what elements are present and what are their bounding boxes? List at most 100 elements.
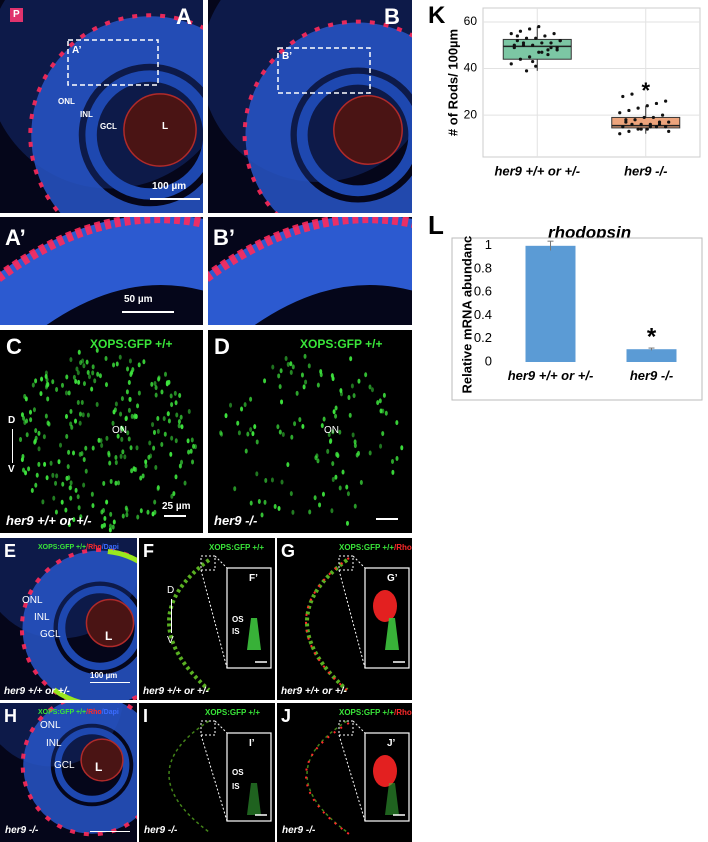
gfp-cell [72,517,76,523]
micrograph [167,555,272,692]
gfp-cell [105,499,109,505]
lens [333,95,403,165]
inset-label: G’ [387,573,398,584]
gfp-cell [270,477,274,483]
gfp-cell [69,495,73,501]
gfp-cell [104,356,108,362]
gfp-cell [37,461,41,467]
gfp-cell [124,415,128,421]
gfp-cell [347,395,351,401]
gfp-cell [86,412,90,418]
gfp-cell [247,783,261,815]
gfp-cell [156,485,160,491]
gfp-cell [81,358,85,364]
gfp-cell [304,379,308,385]
gfp-cell [349,356,353,362]
gfp-cell [116,433,120,439]
data-point [639,122,643,127]
gfp-cell [263,378,267,384]
data-point [645,127,649,131]
photoreceptors [208,217,412,283]
gfp-cell [249,427,253,433]
gfp-cell [125,389,129,395]
gfp-cell [74,418,78,424]
inset-label: B’ [282,51,292,62]
gfp-cell [286,361,290,367]
gfp-cell [395,455,399,461]
stain-label: /Dapi [101,709,119,716]
data-point [518,29,523,33]
scale-label: 25 µm [162,501,191,512]
data-point [654,101,659,106]
panel-label: B [384,4,400,29]
gfp-cell [289,491,293,497]
gfp-cell [41,499,45,505]
gfp-cell [136,403,140,409]
stain-label: XOPS:GFP +/+ [339,708,394,717]
panel-g: G XOPS:GFP +/+/Rho G’ her9 +/+ or +/- [277,538,412,700]
data-point [512,43,516,47]
gfp-cell [364,372,368,378]
gfp-cell [66,464,70,470]
data-point [664,125,668,129]
micrograph [219,353,404,526]
annotation: * [647,323,657,350]
gfp-cell [334,413,338,419]
gfp-cell [59,442,63,448]
data-point [636,106,640,110]
lens-label: L [105,629,113,643]
gfp-cell [115,361,119,367]
gfp-cell [121,513,125,519]
gfp-cell [65,434,69,440]
gfp-cell [178,463,182,469]
scale-bar [90,682,130,683]
gfp-cell [348,412,352,418]
data-point [555,48,559,52]
lens-label: L [95,760,103,774]
data-point [660,113,665,117]
inset-label: I’ [249,738,255,749]
layer-label: GCL [100,122,117,131]
axis-arrow [12,429,13,463]
gfp-cell [45,377,49,383]
gfp-cell [91,503,95,509]
data-point [540,41,544,45]
micrograph [0,217,203,325]
micrograph [305,555,410,693]
data-point [534,36,538,40]
stain-label: /Dapi [101,544,119,551]
data-point [515,34,519,38]
gfp-cell [46,396,50,402]
panel-label: K [428,2,446,29]
gfp-cell [236,420,240,426]
stain-label: XOPS:GFP +/+ [209,543,264,552]
gfp-cell [76,494,80,500]
data-point [540,50,544,54]
data-point [648,125,652,129]
gfp-cell [51,379,55,385]
segment-label: IS [232,627,240,636]
gfp-cell [33,439,37,445]
layer-label: GCL [40,629,61,640]
micrograph [208,217,412,325]
gfp-cell [146,509,150,515]
gfp-cell [172,491,176,497]
gfp-cell [291,364,295,370]
panel-label: F [143,541,154,561]
gfp-cell [280,479,284,485]
gfp-cell [280,399,284,405]
inset-connector [338,569,366,669]
gfp-cell [86,369,90,375]
gfp-cell [148,440,152,446]
gfp-cell [260,512,264,518]
stain-label: /Rho [393,543,412,552]
gfp-cell [395,420,399,426]
gfp-cell [65,374,69,380]
gfp-cell [233,486,237,492]
gfp-cell [37,446,41,452]
segment-label: OS [232,768,244,777]
gfp-cell [60,499,64,505]
data-point [537,25,541,29]
gfp-cell [124,505,128,511]
inset-source [200,720,216,736]
